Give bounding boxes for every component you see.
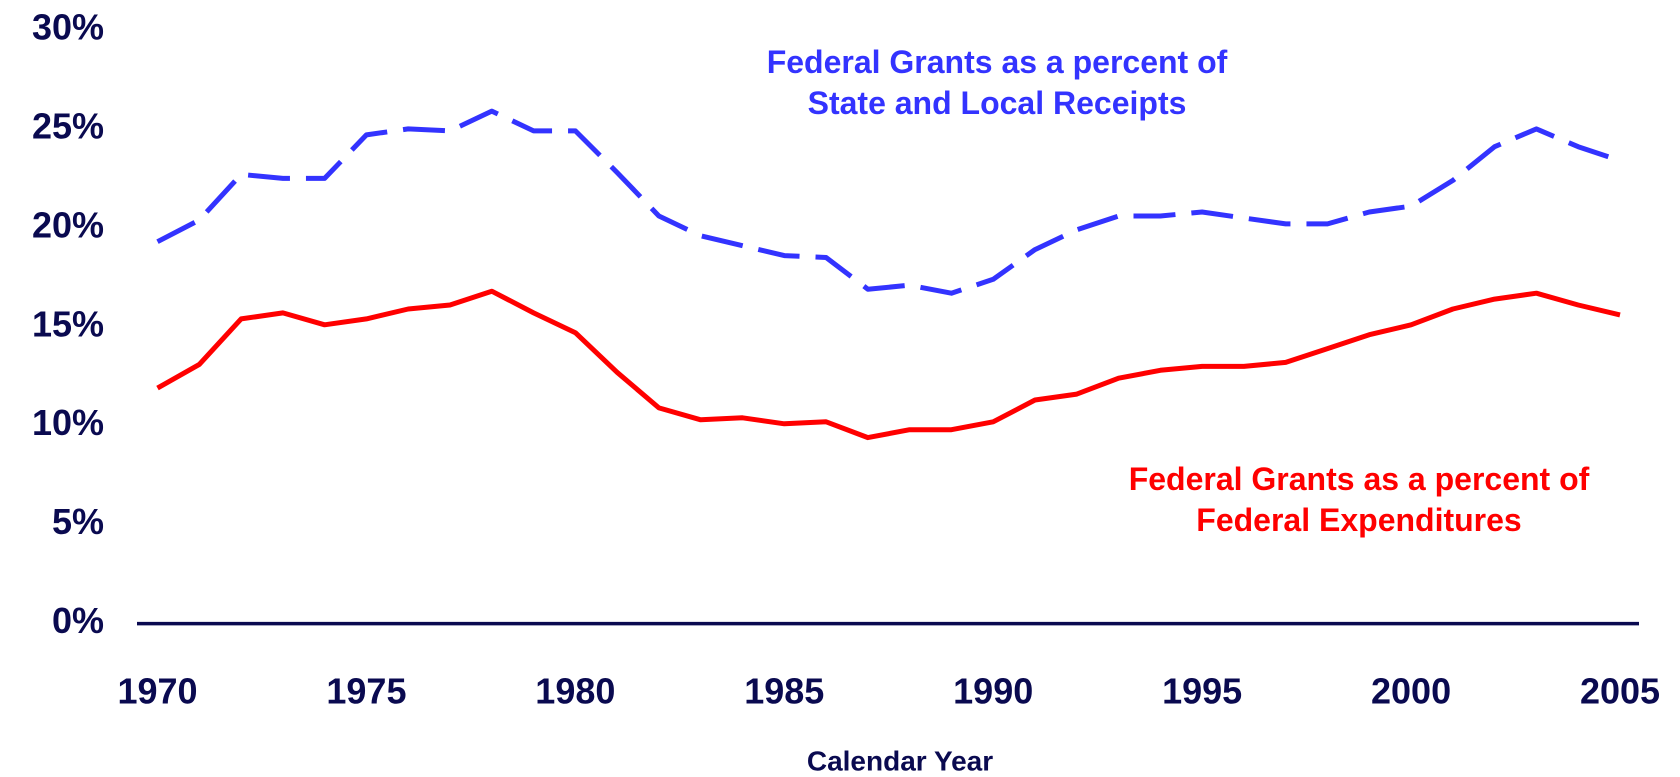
x-tick-label: 1995	[1162, 671, 1242, 712]
y-tick-label: 5%	[52, 501, 104, 542]
x-tick-label: 1985	[744, 671, 824, 712]
y-tick-label: 15%	[32, 303, 104, 344]
y-tick-label: 10%	[32, 402, 104, 443]
y-tick-label: 0%	[52, 600, 104, 641]
x-tick-label: 1980	[535, 671, 615, 712]
y-tick-label: 25%	[32, 105, 104, 146]
y-tick-label: 30%	[32, 7, 104, 48]
y-tick-label: 20%	[32, 204, 104, 245]
x-tick-label: 1990	[953, 671, 1033, 712]
x-tick-label: 2000	[1371, 671, 1451, 712]
series-line	[156, 288, 1621, 441]
x-tick-label: 1970	[117, 671, 197, 712]
x-tick-label: 1975	[326, 671, 406, 712]
x-axis-title: Calendar Year	[807, 745, 993, 776]
series-line	[156, 108, 1621, 296]
x-tick-label: 2005	[1580, 671, 1660, 712]
series-label: Federal Grants as a percent of State and…	[766, 44, 1228, 121]
series-label: Federal Grants as a percent of Federal E…	[1128, 461, 1590, 538]
